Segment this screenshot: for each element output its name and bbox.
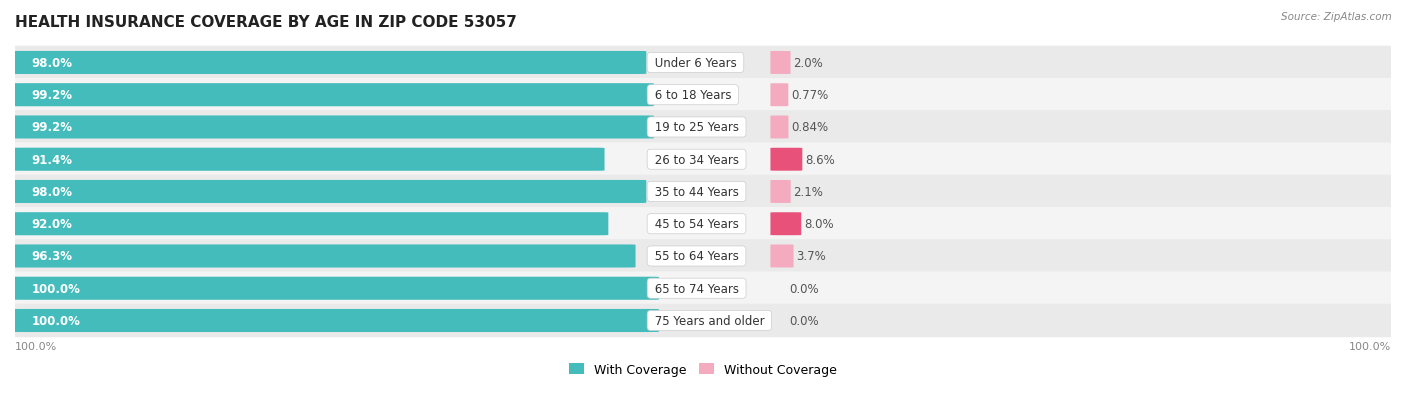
FancyBboxPatch shape <box>15 79 1391 112</box>
Text: 100.0%: 100.0% <box>1348 341 1391 351</box>
Text: 99.2%: 99.2% <box>31 121 73 134</box>
FancyBboxPatch shape <box>770 84 789 107</box>
FancyBboxPatch shape <box>15 304 1391 337</box>
Text: 2.0%: 2.0% <box>793 57 823 70</box>
Text: 6 to 18 Years: 6 to 18 Years <box>651 89 735 102</box>
Text: 26 to 34 Years: 26 to 34 Years <box>651 153 742 166</box>
FancyBboxPatch shape <box>770 52 790 75</box>
Text: 3.7%: 3.7% <box>796 250 827 263</box>
FancyBboxPatch shape <box>770 245 793 268</box>
Text: 65 to 74 Years: 65 to 74 Years <box>651 282 742 295</box>
FancyBboxPatch shape <box>770 180 790 204</box>
Text: 91.4%: 91.4% <box>31 153 73 166</box>
FancyBboxPatch shape <box>770 148 803 171</box>
Text: 2.1%: 2.1% <box>793 185 824 199</box>
Text: 100.0%: 100.0% <box>31 282 80 295</box>
FancyBboxPatch shape <box>11 148 605 171</box>
FancyBboxPatch shape <box>11 245 636 268</box>
Text: Under 6 Years: Under 6 Years <box>651 57 740 70</box>
Text: 98.0%: 98.0% <box>31 57 73 70</box>
Text: 19 to 25 Years: 19 to 25 Years <box>651 121 742 134</box>
FancyBboxPatch shape <box>15 47 1391 80</box>
Text: 8.6%: 8.6% <box>806 153 835 166</box>
FancyBboxPatch shape <box>770 213 801 236</box>
FancyBboxPatch shape <box>11 277 659 300</box>
FancyBboxPatch shape <box>15 240 1391 273</box>
Text: 55 to 64 Years: 55 to 64 Years <box>651 250 742 263</box>
FancyBboxPatch shape <box>15 272 1391 305</box>
Text: 0.0%: 0.0% <box>790 314 820 327</box>
FancyBboxPatch shape <box>11 180 647 204</box>
Text: 100.0%: 100.0% <box>31 314 80 327</box>
Text: 35 to 44 Years: 35 to 44 Years <box>651 185 742 199</box>
FancyBboxPatch shape <box>770 116 789 139</box>
Legend: With Coverage, Without Coverage: With Coverage, Without Coverage <box>565 359 841 379</box>
Text: 96.3%: 96.3% <box>31 250 73 263</box>
Text: 0.0%: 0.0% <box>790 282 820 295</box>
Text: 92.0%: 92.0% <box>31 218 72 231</box>
FancyBboxPatch shape <box>15 143 1391 177</box>
Text: 98.0%: 98.0% <box>31 185 73 199</box>
FancyBboxPatch shape <box>11 213 609 236</box>
FancyBboxPatch shape <box>11 52 647 75</box>
FancyBboxPatch shape <box>11 309 659 332</box>
Text: Source: ZipAtlas.com: Source: ZipAtlas.com <box>1281 12 1392 22</box>
Text: 0.77%: 0.77% <box>792 89 828 102</box>
FancyBboxPatch shape <box>15 207 1391 241</box>
Text: 100.0%: 100.0% <box>15 341 58 351</box>
FancyBboxPatch shape <box>11 116 654 139</box>
Text: 99.2%: 99.2% <box>31 89 73 102</box>
Text: HEALTH INSURANCE COVERAGE BY AGE IN ZIP CODE 53057: HEALTH INSURANCE COVERAGE BY AGE IN ZIP … <box>15 15 517 30</box>
FancyBboxPatch shape <box>15 175 1391 209</box>
FancyBboxPatch shape <box>11 84 654 107</box>
Text: 8.0%: 8.0% <box>804 218 834 231</box>
FancyBboxPatch shape <box>15 111 1391 145</box>
Text: 0.84%: 0.84% <box>792 121 828 134</box>
Text: 75 Years and older: 75 Years and older <box>651 314 768 327</box>
Text: 45 to 54 Years: 45 to 54 Years <box>651 218 742 231</box>
